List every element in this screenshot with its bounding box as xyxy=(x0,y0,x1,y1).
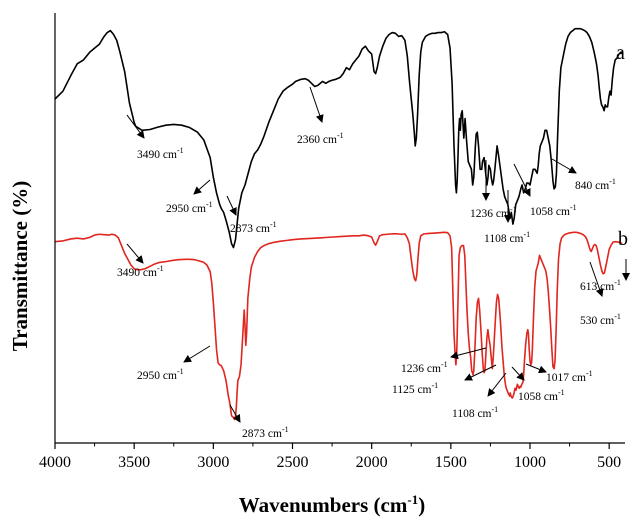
peak-label-value: 1236 cm xyxy=(470,208,510,220)
peak-label-superscript: -1 xyxy=(157,264,164,273)
peak-label-superscript: -1 xyxy=(570,203,577,212)
peak-label-value: 613 cm xyxy=(580,281,614,293)
peak-label-b-1125: 1125 cm-1 xyxy=(392,381,438,396)
peak-arrow-b-3490 xyxy=(126,243,144,264)
peak-arrow-a-1058 xyxy=(513,163,531,197)
peak-label-a-1236: 1236 cm-1 xyxy=(470,205,517,220)
peak-label-b-1236: 1236 cm-1 xyxy=(401,360,448,375)
peak-arrow-a-3490 xyxy=(126,114,145,139)
x-tick-label-4000: 4000 xyxy=(39,454,71,471)
peak-label-superscript: -1 xyxy=(206,200,213,209)
peak-arrow-b-1125 xyxy=(464,364,497,381)
peak-arrow-b-2873 xyxy=(229,404,241,423)
peak-label-value: 530 cm xyxy=(580,315,614,327)
peak-label-b-3490: 3490 cm-1 xyxy=(117,264,164,279)
peak-label-superscript: -1 xyxy=(492,405,499,414)
x-tick-label-1000: 1000 xyxy=(514,454,546,471)
peak-label-b-1058: 1058 cm-1 xyxy=(518,388,565,403)
x-tick-label-2000: 2000 xyxy=(356,454,388,471)
peak-label-value: 2873 cm xyxy=(230,223,270,235)
peak-label-value: 1236 cm xyxy=(401,363,441,375)
peak-label-superscript: -1 xyxy=(282,425,289,434)
peak-label-value: 3490 cm xyxy=(117,267,157,279)
peak-label-a-1058: 1058 cm-1 xyxy=(530,203,577,218)
peak-label-superscript: -1 xyxy=(270,220,277,229)
series-label-a: a xyxy=(616,42,625,64)
peak-label-value: 2950 cm xyxy=(137,370,177,382)
peak-label-a-840: 840 cm-1 xyxy=(575,177,616,192)
peak-label-superscript: -1 xyxy=(177,146,184,155)
x-axis-title-close: ) xyxy=(418,493,425,517)
peak-label-value: 1108 cm xyxy=(452,408,492,420)
peak-label-value: 3490 cm xyxy=(137,149,177,161)
peak-label-superscript: -1 xyxy=(609,177,616,186)
peak-label-superscript: -1 xyxy=(586,369,593,378)
peak-arrow-a-2873 xyxy=(226,195,237,216)
x-tick-label-3500: 3500 xyxy=(118,454,150,471)
series-line-a xyxy=(54,27,624,249)
peak-label-superscript: -1 xyxy=(614,278,621,287)
series-line-b xyxy=(54,231,623,421)
tick-layer: 4000 3500 3000 2500 2000 1500 1000 500 xyxy=(39,443,621,471)
peak-label-value: 1058 cm xyxy=(518,391,558,403)
peak-arrow-a-840 xyxy=(551,158,577,174)
x-axis-title-main: Wavenumbers (cm xyxy=(239,493,408,517)
peak-label-a-2873: 2873 cm-1 xyxy=(230,220,277,235)
peak-label-superscript: -1 xyxy=(177,367,184,376)
x-tick-label-500: 500 xyxy=(597,454,621,471)
peak-label-superscript: -1 xyxy=(614,312,621,321)
peak-label-b-530: 530 cm-1 xyxy=(580,312,621,327)
x-axis-title: Wavenumbers (cm-1) xyxy=(239,492,425,517)
series-label-b: b xyxy=(618,228,628,250)
x-axis-title-superscript: -1 xyxy=(407,492,418,507)
peak-arrow-a-2360 xyxy=(309,86,324,123)
peak-label-superscript: -1 xyxy=(337,131,344,140)
peak-label-value: 2360 cm xyxy=(297,134,337,146)
x-tick-label-1500: 1500 xyxy=(435,454,467,471)
peak-label-a-3490: 3490 cm-1 xyxy=(137,146,184,161)
peak-arrow-b-1236 xyxy=(450,347,487,360)
peak-label-superscript: -1 xyxy=(558,388,565,397)
peak-arrow-b-1017 xyxy=(525,363,547,374)
peak-label-b-1108: 1108 cm-1 xyxy=(452,405,498,420)
peak-label-value: 1017 cm xyxy=(546,372,586,384)
peak-arrow-b-530 xyxy=(589,261,604,297)
peak-label-value: 2873 cm xyxy=(242,428,282,440)
peak-label-a-1108: 1108 cm-1 xyxy=(484,230,530,245)
peak-label-value: 2950 cm xyxy=(166,203,206,215)
peak-arrow-b-1108 xyxy=(487,372,507,397)
peak-label-superscript: -1 xyxy=(441,360,448,369)
peak-label-value: 1125 cm xyxy=(392,384,432,396)
peak-label-superscript: -1 xyxy=(510,205,517,214)
peak-label-superscript: -1 xyxy=(524,230,531,239)
peak-label-superscript: -1 xyxy=(432,381,439,390)
peak-label-b-613: 613 cm-1 xyxy=(580,278,621,293)
peak-label-value: 1058 cm xyxy=(530,206,570,218)
y-axis-title: Transmittance (%) xyxy=(8,181,32,352)
peak-arrow-b-2950 xyxy=(183,345,211,363)
peak-label-b-2950: 2950 cm-1 xyxy=(137,367,184,382)
peak-label-a-2360: 2360 cm-1 xyxy=(297,131,344,146)
plot-layer xyxy=(54,27,624,421)
x-tick-label-2500: 2500 xyxy=(277,454,309,471)
peak-arrow-a-2950 xyxy=(193,179,211,195)
peak-arrow-b-1058 xyxy=(511,366,525,381)
x-tick-label-3000: 3000 xyxy=(197,454,229,471)
peak-label-value: 840 cm xyxy=(575,180,609,192)
peak-label-b-2873: 2873 cm-1 xyxy=(242,425,289,440)
peak-label-b-1017: 1017 cm-1 xyxy=(546,369,593,384)
peak-label-a-2950: 2950 cm-1 xyxy=(166,200,213,215)
peak-label-value: 1108 cm xyxy=(484,233,524,245)
